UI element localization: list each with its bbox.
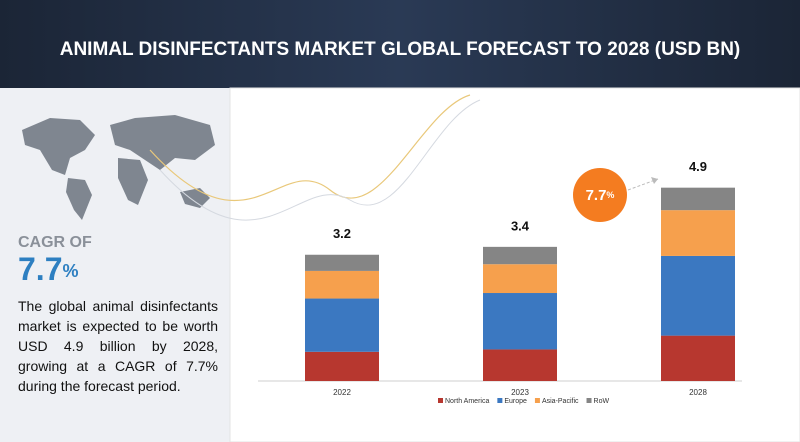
- cagr-badge: [573, 168, 627, 222]
- bar-segment: [661, 255, 735, 336]
- decor-curve: [149, 94, 471, 202]
- bar-segment: [661, 210, 735, 256]
- legend-swatch: [586, 398, 592, 403]
- cagr-value: 7.7%: [18, 251, 79, 287]
- cagr-label: CAGR OF: [18, 234, 92, 251]
- cagr-badge-text: 7.7%: [586, 187, 615, 204]
- cagr-badge-value: 7.7: [586, 187, 607, 204]
- total-label: 4.9: [689, 159, 707, 174]
- legend-swatch: [438, 398, 443, 403]
- legend-swatch: [497, 398, 503, 403]
- x-tick-label: 2022: [333, 388, 351, 397]
- legend-label: Europe: [504, 398, 527, 405]
- bar-segment: [483, 293, 557, 350]
- cagr-badge-unit: %: [606, 190, 614, 200]
- total-label: 3.2: [333, 226, 351, 241]
- bar-segment: [305, 254, 379, 271]
- bar-segment: [483, 264, 557, 294]
- bar-segment: [483, 246, 557, 265]
- total-label: 3.4: [511, 218, 530, 233]
- title: ANIMAL DISINFECTANTS MARKET GLOBAL FOREC…: [60, 39, 741, 60]
- cagr-unit: %: [62, 261, 78, 281]
- x-tick-label: 2023: [511, 388, 529, 397]
- legend-label: North America: [445, 398, 489, 405]
- legend-swatch: [534, 398, 540, 403]
- legend-label: Asia-Pacific: [542, 398, 579, 405]
- description: The global animal disinfectants market i…: [18, 298, 218, 394]
- bar-segment: [305, 270, 379, 299]
- bar-segment: [483, 349, 557, 381]
- cagr-arrowhead: [651, 177, 658, 184]
- x-tick-label: 2028: [689, 388, 707, 397]
- legend-label: RoW: [594, 398, 610, 405]
- bar-segment: [661, 335, 735, 381]
- bar-segment: [305, 298, 379, 352]
- decor-curve: [159, 99, 481, 221]
- bar-segment: [305, 351, 379, 381]
- bar-segment: [661, 187, 735, 211]
- header-band: [0, 0, 800, 88]
- cagr-number: 7.7: [18, 251, 62, 287]
